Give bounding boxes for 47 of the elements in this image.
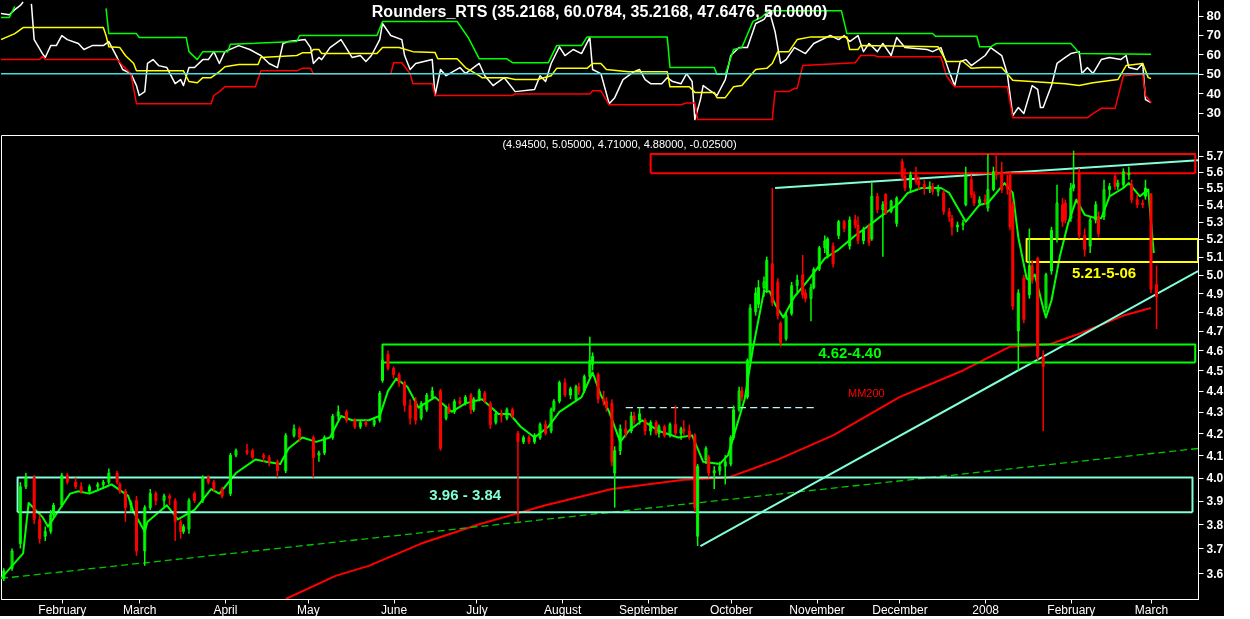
x-tick-label: December xyxy=(872,602,928,617)
x-tick-label: November xyxy=(789,602,845,617)
y-tick-label: 3.7 xyxy=(1206,541,1224,556)
y-tick-label: 5.3 xyxy=(1206,215,1224,230)
y-tick-label: 4.3 xyxy=(1206,405,1224,420)
x-tick-label: February xyxy=(38,602,87,617)
x-tick-label: March xyxy=(1134,602,1169,617)
x-tick-label: March xyxy=(123,602,157,617)
y-tick-label: 4.4 xyxy=(1206,384,1224,399)
y-tick-label: 3.8 xyxy=(1206,517,1224,532)
y-tick-label: 4.5 xyxy=(1206,363,1224,378)
series-label: 3.96 - 3.84 xyxy=(429,485,502,503)
y-tick-label: 5.2 xyxy=(1206,232,1224,247)
y-tick-label: 80 xyxy=(1206,8,1221,24)
y-tick-label: 30 xyxy=(1206,105,1221,121)
y-tick-label: 4.1 xyxy=(1206,448,1224,463)
y-tick-label: 5.5 xyxy=(1206,181,1224,196)
y-tick-label: 4.2 xyxy=(1206,426,1224,441)
y-tick-label: 5.7 xyxy=(1206,149,1224,164)
y-tick-label: 4.9 xyxy=(1206,286,1224,301)
y-tick-label: 50 xyxy=(1206,66,1221,82)
x-tick-label: June xyxy=(381,602,408,617)
x-tick-label: October xyxy=(709,602,753,617)
x-tick-label: May xyxy=(297,602,320,617)
y-tick-label: 3.6 xyxy=(1206,566,1224,581)
y-tick-label: 5.6 xyxy=(1206,165,1224,180)
y-tick-label: 70 xyxy=(1206,27,1221,43)
y-tick-label: 4.7 xyxy=(1206,324,1224,339)
y-tick-label: 5.0 xyxy=(1206,268,1224,283)
x-tick-label: August xyxy=(544,602,583,617)
y-tick-label: 60 xyxy=(1206,46,1221,62)
y-tick-label: 3.9 xyxy=(1206,494,1224,509)
x-tick-label: February xyxy=(1047,602,1096,617)
x-tick-label: 2008 xyxy=(972,602,1000,617)
y-tick-label: 4.8 xyxy=(1206,305,1224,320)
x-tick-label: April xyxy=(213,602,238,617)
y-tick-label: 40 xyxy=(1206,85,1221,101)
series-label: 5.21-5-06 xyxy=(1071,264,1137,282)
y-tick-label: 5.1 xyxy=(1206,250,1224,265)
x-tick-label: September xyxy=(619,602,678,617)
series-label: MM200 xyxy=(847,387,885,400)
chart-title: (4.94500, 5.05000, 4.71000, 4.88000, -0.02500) xyxy=(502,138,737,150)
series-label: 4.62-4.40 xyxy=(818,344,882,362)
x-tick-label: July xyxy=(466,602,488,617)
y-tick-label: 4.6 xyxy=(1206,343,1224,358)
y-tick-label: 4.0 xyxy=(1206,471,1224,486)
y-tick-label: 5.4 xyxy=(1206,198,1224,213)
